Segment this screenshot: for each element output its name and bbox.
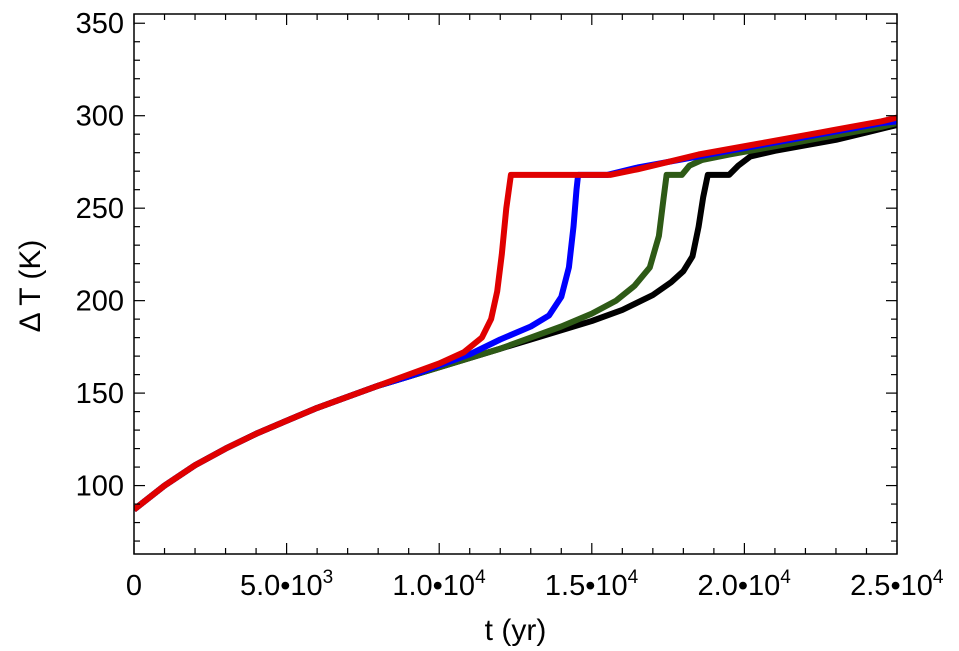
y-tick-label: 200 — [76, 286, 124, 318]
series-line-3 — [134, 118, 897, 512]
y-tick-label: 150 — [76, 378, 124, 410]
y-tick-label: 300 — [76, 101, 124, 133]
x-tick-label: 5.0•103 — [240, 567, 333, 602]
x-tick-label: 1.0•104 — [392, 567, 486, 602]
x-tick-label: 2.0•104 — [698, 567, 792, 602]
plot-frame — [133, 13, 898, 555]
series-layer — [134, 114, 897, 512]
y-tick-label: 100 — [76, 471, 124, 503]
y-tick-label: 350 — [76, 8, 124, 40]
tick-layer: 0 5.0•103 1.0•104 1.5•104 2.0•104 2.5•104 100 1… — [76, 8, 944, 602]
y-axis-title: Δ T (K) — [14, 240, 47, 333]
x-axis-title: t (yr) — [485, 614, 547, 647]
series-line-2 — [134, 120, 897, 512]
x-tick-label: 0 — [126, 570, 142, 602]
series-line-4 — [134, 114, 897, 512]
x-tick-label: 2.5•104 — [850, 567, 944, 602]
x-tick-label: 1.5•104 — [545, 567, 639, 602]
y-tick-label: 250 — [76, 193, 124, 225]
series-line-1 — [134, 122, 897, 512]
